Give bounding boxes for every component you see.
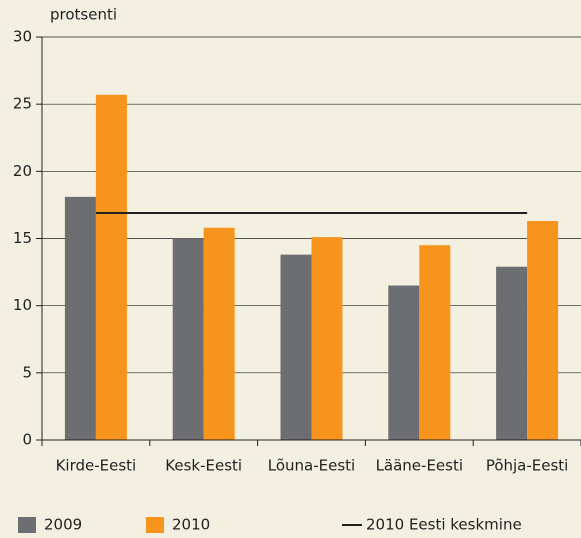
y-tick-label: 10 (13, 296, 32, 314)
bar (172, 238, 204, 440)
y-axis-label: protsenti (50, 6, 117, 24)
y-tick-label: 20 (13, 162, 32, 180)
y-tick-label: 30 (13, 28, 32, 46)
bar (388, 285, 420, 440)
x-tick-label: Kesk-Eesti (165, 457, 242, 475)
bar (95, 94, 127, 440)
y-tick-label: 25 (13, 95, 32, 113)
x-tick-label: Lõuna-Eesti (268, 457, 355, 475)
bar (203, 227, 235, 440)
y-tick-label: 5 (22, 363, 32, 381)
y-tick-label: 15 (13, 229, 32, 247)
bar (280, 254, 312, 440)
bar (64, 196, 96, 440)
bar (527, 221, 559, 440)
bar (311, 237, 343, 440)
bar (419, 245, 451, 440)
bar (496, 266, 528, 440)
y-tick-label: 0 (22, 431, 32, 449)
x-tick-label: Kirde-Eesti (56, 457, 137, 475)
x-tick-label: Põhja-Eesti (486, 457, 569, 475)
x-tick-label: Lääne-Eesti (376, 457, 463, 475)
legend-label: 2010 (172, 516, 210, 534)
legend-label: 2010 Eesti keskmine (366, 516, 522, 534)
legend-label: 2009 (44, 516, 82, 534)
legend-swatch (146, 517, 164, 533)
legend-swatch (18, 517, 36, 533)
